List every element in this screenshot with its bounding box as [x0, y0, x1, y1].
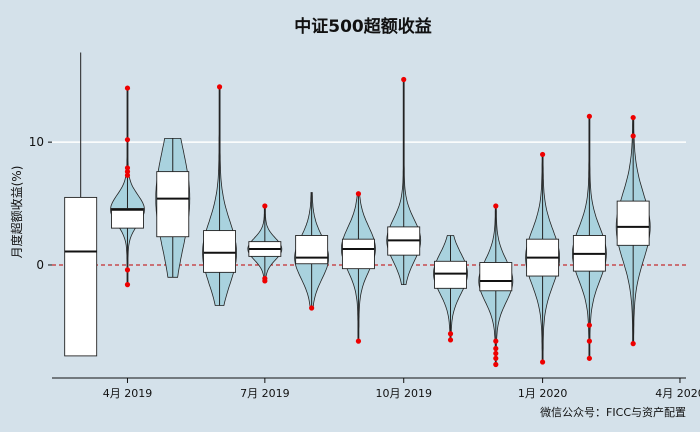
month-group-2019-06 [202, 84, 237, 306]
box-rect [64, 196, 98, 357]
outlier-point [586, 355, 592, 361]
outlier-point [493, 355, 499, 361]
watermark-text: 微信公众号：FICC与资产配置 [540, 405, 686, 419]
month-group-2020-03 [615, 114, 651, 347]
outlier-point [630, 341, 636, 347]
y-axis-label: 月度超额收益(%) [9, 166, 24, 259]
month-group-2019-07 [247, 203, 283, 284]
outlier-point [493, 345, 499, 352]
month-group-2019-08 [294, 192, 329, 311]
box-rect [295, 235, 329, 265]
box-rect [111, 208, 144, 229]
y-tick-label: 10 [29, 135, 44, 149]
month-group-2019-04 [110, 85, 145, 288]
outlier-point [124, 267, 131, 273]
box-rect [434, 260, 467, 289]
month-group-2019-05 [155, 138, 191, 278]
outlier-point [493, 203, 499, 209]
outlier-point [124, 282, 131, 288]
y-axis: 0 10 [29, 135, 52, 272]
box-rect [341, 238, 375, 270]
outlier-point [124, 169, 131, 175]
x-tick-label: 4月 2019 [103, 387, 153, 400]
outlier-point [124, 172, 131, 178]
outlier-point [262, 278, 268, 284]
month-group-2020-02 [571, 113, 607, 361]
x-tick-label: 7月 2019 [240, 387, 290, 400]
outlier-point [539, 151, 546, 158]
outlier-point [124, 85, 131, 91]
outlier-point [447, 331, 454, 337]
outlier-point [124, 165, 131, 171]
outlier-point [355, 338, 362, 344]
x-tick-label: 10月 2019 [375, 387, 432, 400]
box-rect [616, 200, 650, 246]
outlier-point [539, 359, 546, 365]
x-tick-label: 4月 2020 [655, 387, 700, 400]
box-rect [156, 171, 190, 238]
outlier-point [630, 133, 636, 139]
x-tick-label: 1月 2020 [518, 387, 568, 400]
outlier-point [262, 203, 268, 209]
box-rect [479, 262, 513, 292]
box-rect [203, 230, 237, 273]
outlier-point [493, 361, 499, 368]
outlier-point [493, 350, 499, 357]
outlier-point [630, 114, 636, 121]
y-tick-label: 0 [36, 258, 44, 272]
outlier-point [447, 337, 454, 343]
month-group-2019-09 [341, 191, 376, 344]
outlier-point [124, 137, 131, 143]
month-group-2019-03 [64, 52, 98, 357]
month-group-2019-12 [478, 203, 514, 368]
plot-layer [64, 52, 651, 368]
outlier-point [401, 76, 407, 83]
outlier-point [493, 338, 499, 344]
month-group-2019-10 [386, 76, 422, 285]
month-group-2019-11 [433, 235, 468, 343]
outlier-point [355, 191, 362, 197]
outlier-point [309, 305, 315, 311]
outlier-point [216, 84, 223, 90]
outlier-point [586, 322, 592, 328]
month-group-2020-01 [525, 151, 561, 365]
outlier-point [586, 338, 592, 344]
chart-title: 中证500超额收益 [294, 16, 432, 37]
x-axis: 4月 2019 7月 2019 10月 2019 1月 2020 4月 2020 [103, 378, 700, 400]
outlier-point [586, 113, 592, 119]
